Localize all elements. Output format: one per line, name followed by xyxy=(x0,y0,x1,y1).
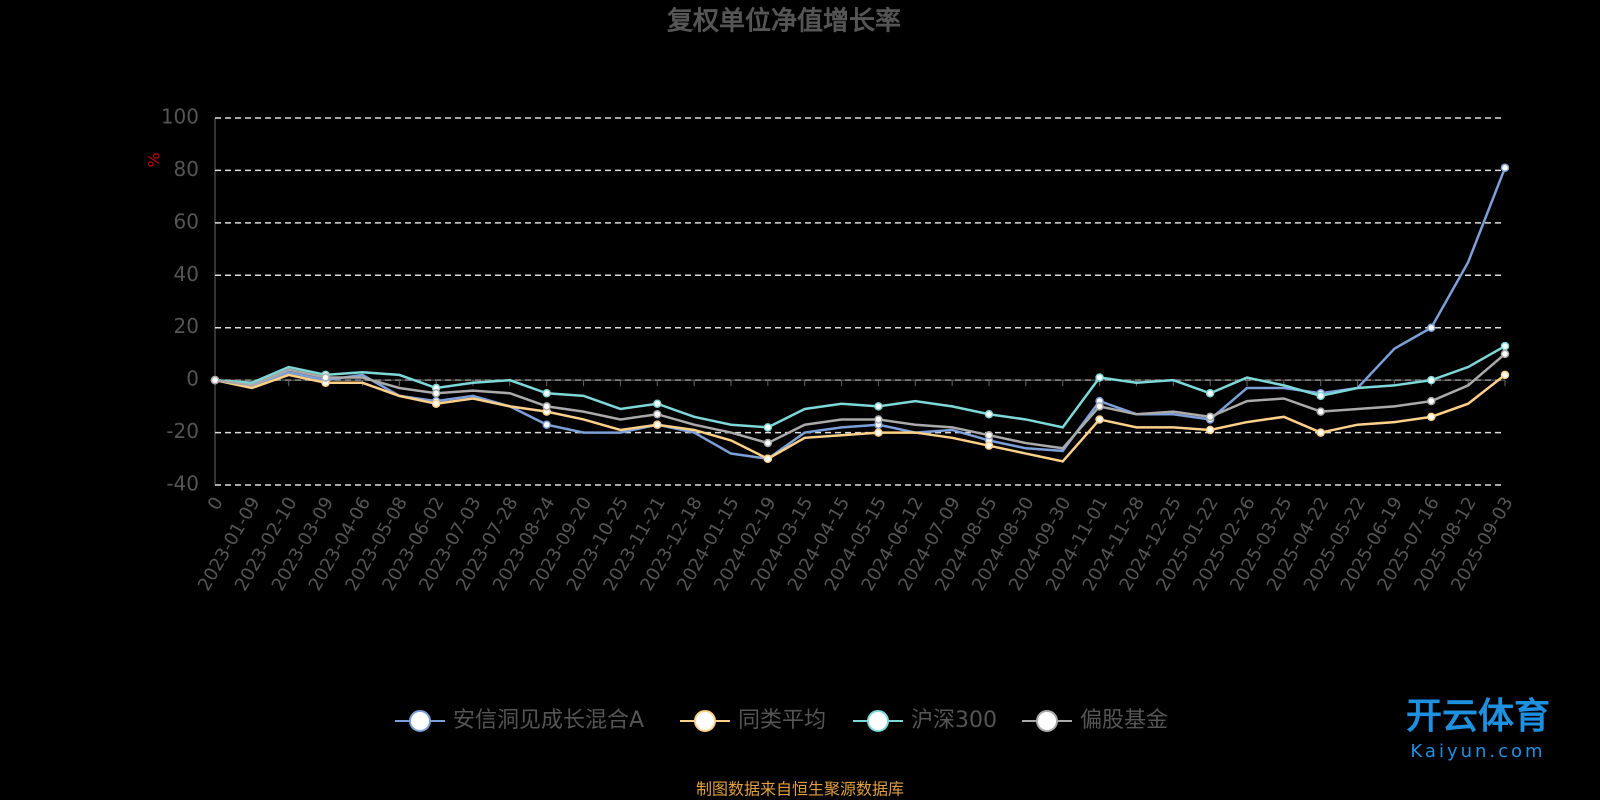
point xyxy=(1427,396,1436,406)
series-line xyxy=(214,352,1506,450)
point xyxy=(1316,391,1325,401)
y-tick-label: -20 xyxy=(166,419,199,443)
watermark-url: Kaiyun.com xyxy=(1410,741,1545,762)
point xyxy=(431,399,441,408)
point xyxy=(1427,375,1436,385)
y-tick-label: 60 xyxy=(174,209,199,233)
legend-label: 沪深300 xyxy=(911,708,997,733)
point xyxy=(1427,323,1436,332)
y-tick-label: 80 xyxy=(174,157,199,181)
legend-marker xyxy=(1036,710,1058,732)
point xyxy=(874,402,883,411)
point xyxy=(1316,428,1325,437)
point xyxy=(874,428,883,437)
point xyxy=(1205,412,1215,422)
point xyxy=(1095,373,1104,382)
point xyxy=(210,375,220,385)
point xyxy=(763,438,773,448)
point xyxy=(763,454,773,464)
point xyxy=(542,389,551,398)
point xyxy=(321,373,330,382)
point xyxy=(874,415,883,424)
point xyxy=(653,399,662,408)
point xyxy=(763,423,773,432)
legend-marker xyxy=(867,710,889,732)
point xyxy=(542,420,551,429)
source-note: 制图数据来自恒生聚源数据库 xyxy=(696,780,904,799)
point xyxy=(653,420,662,429)
point xyxy=(984,441,994,450)
legend-marker xyxy=(409,710,431,732)
y-tick-label: 100 xyxy=(161,105,199,129)
watermark-brand: 开云体育 xyxy=(1406,696,1550,737)
series-line xyxy=(214,167,1507,461)
point xyxy=(1427,412,1436,422)
legend-marker xyxy=(694,710,716,732)
y-tick-label: 0 xyxy=(186,367,199,391)
point xyxy=(653,409,662,419)
series-line xyxy=(214,373,1506,463)
y-axis-label: % xyxy=(145,152,164,167)
point xyxy=(1500,370,1510,380)
series-line xyxy=(214,344,1506,429)
legend-label: 同类平均 xyxy=(738,708,826,733)
point xyxy=(1205,389,1215,398)
legend-label: 安信洞见成长混合A xyxy=(453,708,644,733)
point xyxy=(1500,163,1510,173)
y-tick-label: 40 xyxy=(174,262,199,286)
chart-title: 复权单位净值增长率 xyxy=(667,6,901,37)
point xyxy=(542,402,551,411)
point xyxy=(431,389,441,398)
point xyxy=(1500,349,1510,359)
y-tick-label: 20 xyxy=(174,314,199,338)
x-tick-label: 0 xyxy=(204,494,228,514)
point xyxy=(1316,407,1325,416)
y-tick-label: -40 xyxy=(166,472,199,496)
point xyxy=(1095,402,1104,411)
point xyxy=(984,430,994,440)
legend-label: 偏股基金 xyxy=(1080,708,1168,733)
point xyxy=(984,409,994,419)
point xyxy=(1095,415,1104,424)
point xyxy=(1500,341,1510,351)
point xyxy=(1205,425,1215,435)
